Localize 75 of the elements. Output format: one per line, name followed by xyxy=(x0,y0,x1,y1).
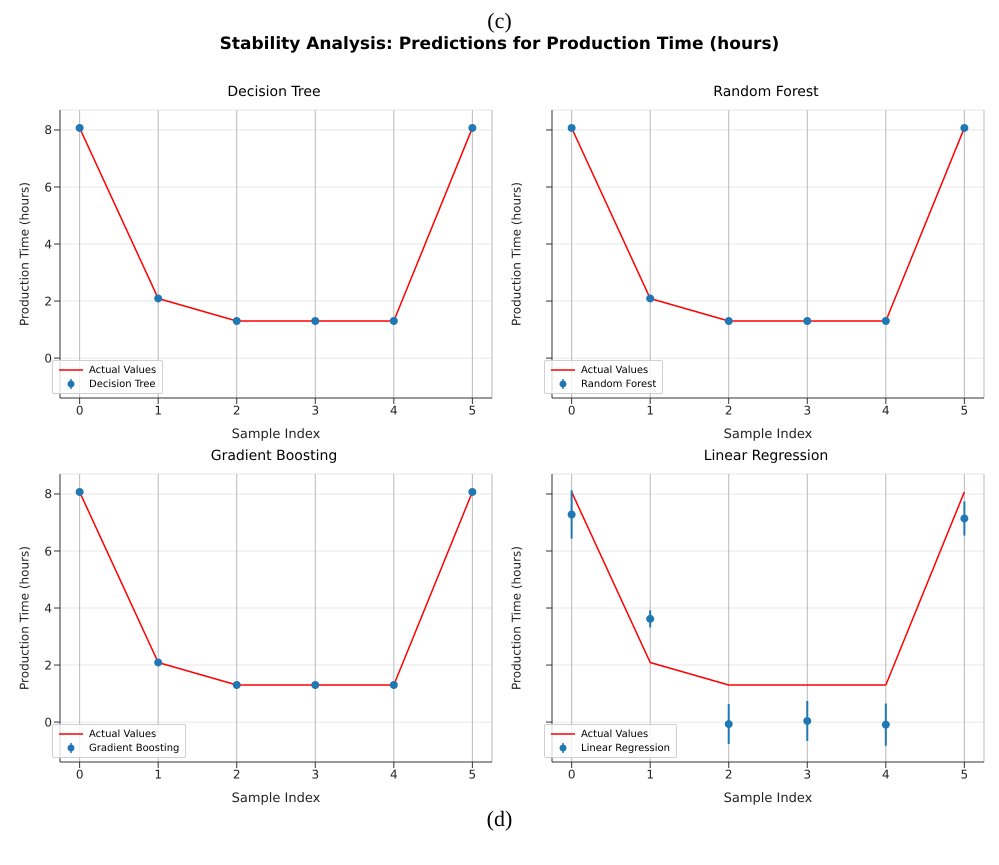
x-tick-label: 5 xyxy=(468,404,476,418)
x-tick-label: 1 xyxy=(646,768,654,782)
x-tick-label: 3 xyxy=(803,768,812,782)
legend-label: Actual Values xyxy=(581,728,648,740)
x-tick-label: 0 xyxy=(568,768,576,782)
point xyxy=(803,716,812,725)
point xyxy=(960,514,968,522)
point xyxy=(311,317,320,326)
y-tick-label: 6 xyxy=(44,180,52,194)
x-tick-label: 3 xyxy=(803,404,812,418)
x-tick-label: 3 xyxy=(311,404,320,418)
x-tick-label: 5 xyxy=(960,404,968,418)
x-tick-label: 1 xyxy=(646,404,654,418)
chart-title: Decision Tree xyxy=(226,84,322,102)
point xyxy=(232,681,241,690)
legend-label: Actual Values xyxy=(89,364,156,376)
x-axis-title: Sample Index xyxy=(232,427,321,442)
point xyxy=(311,681,320,690)
x-axis-title: Sample Index xyxy=(232,791,321,806)
x-tick-label: 3 xyxy=(311,768,320,782)
point xyxy=(882,720,890,729)
y-tick-label: 2 xyxy=(44,658,52,672)
y-tick-label: 8 xyxy=(44,123,52,138)
y-tick-label: 8 xyxy=(44,487,52,502)
y-axis-title: Production Time (hours) xyxy=(509,182,524,326)
legend-label: Random Forest xyxy=(581,378,656,390)
point xyxy=(76,124,84,132)
y-tick-label: 0 xyxy=(44,351,52,366)
x-tick-label: 2 xyxy=(724,404,733,418)
point xyxy=(724,720,733,728)
x-axis-title: Sample Index xyxy=(724,427,813,442)
x-tick-label: 4 xyxy=(882,768,890,782)
chart-title: Random Forest xyxy=(712,84,820,102)
y-tick-label: 4 xyxy=(44,237,52,252)
x-axis-title: Sample Index xyxy=(724,791,813,806)
text: Stability Analysis: Predictions for Production Time (hours) xyxy=(218,34,780,56)
point xyxy=(646,614,654,623)
text: (c) xyxy=(486,8,513,34)
legend-label: Actual Values xyxy=(581,364,648,376)
legend-label: Linear Regression xyxy=(581,742,670,754)
x-tick-label: 0 xyxy=(76,768,84,782)
x-tick-label: 5 xyxy=(468,768,476,782)
point xyxy=(468,488,476,496)
point xyxy=(468,124,476,132)
x-tick-label: 1 xyxy=(154,768,162,782)
y-tick-label: 0 xyxy=(44,715,52,730)
x-tick-label: 4 xyxy=(390,768,398,782)
x-tick-label: 2 xyxy=(232,768,241,782)
x-tick-label: 4 xyxy=(882,404,890,418)
text: (d) xyxy=(486,806,514,832)
y-tick-label: 4 xyxy=(44,601,52,616)
y-axis-title: Production Time (hours) xyxy=(509,546,524,690)
x-tick-label: 4 xyxy=(390,404,398,418)
x-tick-label: 5 xyxy=(960,768,968,782)
y-tick-label: 2 xyxy=(44,294,52,308)
chart-title: Linear Regression xyxy=(702,448,830,466)
y-axis-title: Production Time (hours) xyxy=(17,546,32,690)
x-tick-label: 2 xyxy=(232,404,241,418)
point xyxy=(390,681,398,690)
point xyxy=(232,317,241,326)
x-tick-label: 0 xyxy=(76,404,84,418)
x-tick-label: 0 xyxy=(568,404,576,418)
x-tick-label: 2 xyxy=(724,768,733,782)
legend-label: Decision Tree xyxy=(89,378,156,390)
y-tick-label: 6 xyxy=(44,544,52,558)
y-axis-title: Production Time (hours) xyxy=(17,182,32,326)
legend-label: Gradient Boosting xyxy=(89,742,180,754)
chart-title: Gradient Boosting xyxy=(210,448,338,466)
point xyxy=(390,317,398,326)
point xyxy=(154,294,162,302)
point xyxy=(76,488,84,496)
x-tick-label: 1 xyxy=(154,404,162,418)
legend-label: Actual Values xyxy=(89,728,156,740)
point xyxy=(568,510,576,518)
point xyxy=(154,658,162,666)
